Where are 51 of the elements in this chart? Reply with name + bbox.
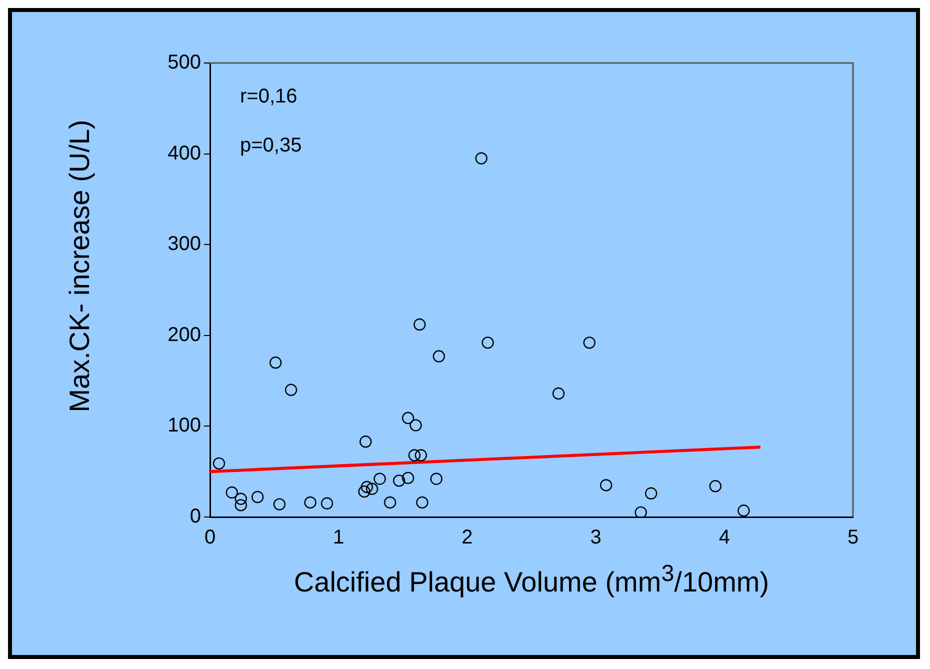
- x-tick-label: 5: [847, 526, 859, 549]
- point: [430, 472, 442, 485]
- point: [226, 486, 238, 499]
- point: [552, 387, 565, 400]
- point: [273, 498, 286, 510]
- point: [408, 449, 421, 462]
- y-axis-title: Max.CK- increase (U/L): [64, 118, 96, 414]
- point: [482, 336, 494, 349]
- x-tick-label: 2: [462, 526, 473, 549]
- point: [358, 485, 370, 498]
- point: [475, 152, 488, 164]
- point: [709, 480, 722, 492]
- annotation: p=0,35: [240, 134, 302, 157]
- x-tick-label: 1: [333, 526, 344, 549]
- point: [360, 480, 373, 494]
- point: [234, 492, 247, 505]
- point: [392, 474, 406, 487]
- point: [402, 412, 414, 424]
- x-tick-label: 0: [204, 526, 216, 549]
- point: [410, 419, 422, 432]
- point: [384, 496, 396, 509]
- point: [374, 472, 386, 485]
- point: [234, 499, 247, 512]
- point: [251, 490, 264, 504]
- y-tick-label: 500: [168, 52, 201, 74]
- point: [284, 384, 298, 396]
- point: [366, 482, 378, 495]
- point: [738, 504, 750, 517]
- point: [416, 496, 428, 509]
- x-tick-label: 4: [718, 526, 730, 549]
- point: [583, 336, 596, 349]
- point: [600, 479, 612, 492]
- point: [432, 350, 446, 362]
- point: [269, 356, 282, 369]
- y-tick-label: 100: [168, 414, 201, 437]
- point: [360, 436, 372, 448]
- point: [645, 487, 658, 500]
- point: [320, 497, 334, 510]
- point: [304, 496, 316, 509]
- point: [634, 506, 647, 517]
- y-tick-label: 0: [190, 506, 201, 528]
- y-tick-label: 300: [168, 233, 201, 256]
- annotation: r=0,16: [240, 86, 298, 108]
- y-tick-label: 400: [168, 142, 201, 164]
- point: [212, 457, 226, 470]
- point: [414, 449, 428, 462]
- x-axis-title: Calcified Plaque Volume (mm$^{3}$/10mm): [292, 560, 770, 598]
- point: [414, 318, 426, 331]
- x-tick-label: 3: [590, 526, 602, 549]
- y-tick-label: 200: [168, 324, 201, 346]
- point: [402, 472, 414, 484]
